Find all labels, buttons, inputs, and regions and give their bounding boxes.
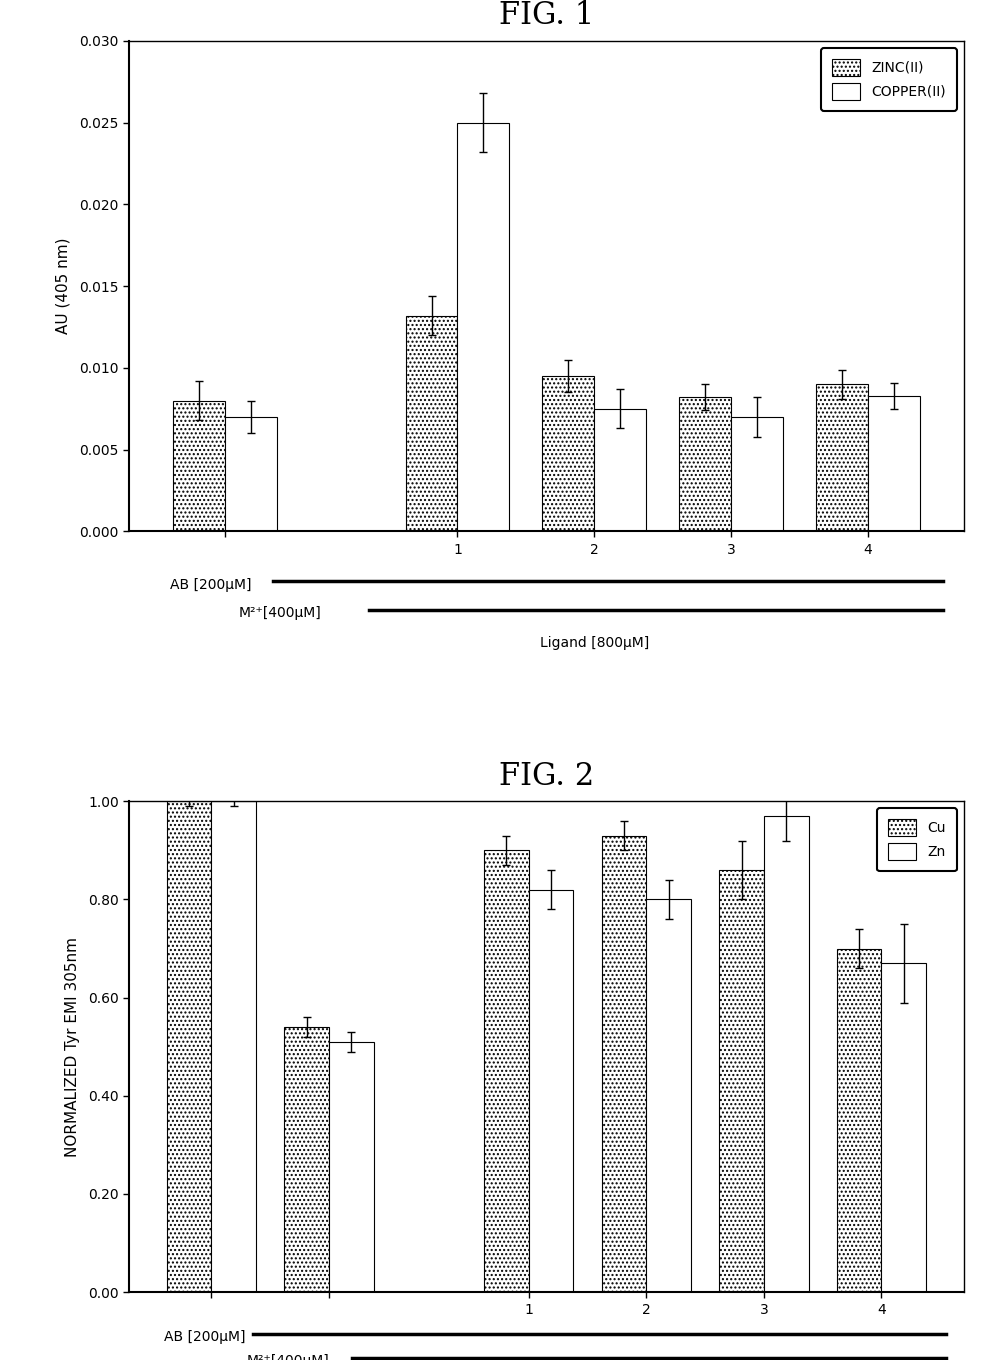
Text: AB [200μM]: AB [200μM] — [164, 1330, 246, 1344]
Bar — [405, 316, 457, 532]
Bar — [594, 409, 646, 532]
Bar — [329, 1042, 373, 1292]
Text: M²⁺[400μM]: M²⁺[400μM] — [246, 1353, 330, 1360]
Text: Ligand [800μM]: Ligand [800μM] — [539, 635, 648, 650]
Bar — [284, 1027, 329, 1292]
Bar — [731, 418, 782, 532]
Bar — [646, 899, 691, 1292]
Bar — [457, 122, 509, 532]
Bar — [224, 418, 277, 532]
Title: FIG. 1: FIG. 1 — [498, 0, 594, 31]
Bar — [602, 835, 646, 1292]
Bar — [815, 385, 868, 532]
Legend: ZINC(II), COPPER(II): ZINC(II), COPPER(II) — [820, 48, 956, 110]
Bar — [167, 801, 212, 1292]
Text: M²⁺[400μM]: M²⁺[400μM] — [238, 607, 321, 620]
Bar — [484, 850, 528, 1292]
Bar — [836, 948, 881, 1292]
Legend: Cu, Zn: Cu, Zn — [877, 808, 956, 872]
Bar — [719, 870, 764, 1292]
Title: FIG. 2: FIG. 2 — [498, 760, 594, 792]
Bar — [881, 963, 925, 1292]
Bar — [528, 889, 573, 1292]
Y-axis label: NORMALIZED Tyr EMI 305nm: NORMALIZED Tyr EMI 305nm — [65, 937, 79, 1156]
Bar — [764, 816, 808, 1292]
Y-axis label: AU (405 nm): AU (405 nm) — [56, 238, 71, 335]
Bar — [212, 801, 256, 1292]
Bar — [173, 401, 224, 532]
Bar — [679, 397, 731, 532]
Bar — [542, 377, 594, 532]
Bar — [868, 396, 920, 532]
Text: AB [200μM]: AB [200μM] — [170, 578, 251, 593]
